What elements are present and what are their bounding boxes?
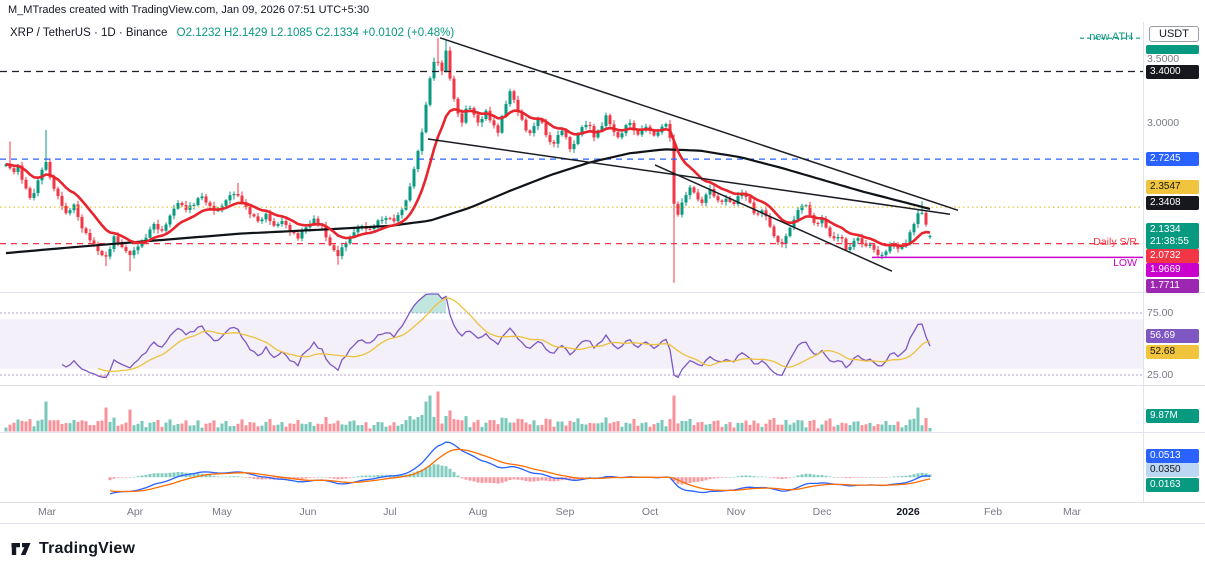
axis-month-label: Mar [37, 506, 57, 518]
symbol-legend[interactable]: XRP / TetherUS · 1D · Binance O2.1232 H2… [10, 27, 454, 39]
axis-month-label: Aug [468, 506, 488, 518]
brand-text: TradingView [39, 540, 136, 557]
chart-canvas[interactable] [0, 22, 1205, 504]
macd-badge-1: 0.0350 [1146, 463, 1199, 477]
footer-brand[interactable]: TradingView [10, 538, 135, 560]
rsi-badge-rsi-main: 56.69 [1146, 329, 1199, 343]
price-badge-blast: 2.1334 21:38:55 [1146, 223, 1199, 249]
axis-month-label: Dec [812, 506, 832, 518]
price-badge-b23408: 2.3408 [1146, 196, 1199, 210]
axis-month-label: Apr [126, 506, 144, 518]
axis-month-label: 2026 [896, 506, 920, 518]
price-badge-b17711: 1.7711 [1146, 279, 1199, 293]
axis-month-label: Mar [1062, 506, 1082, 518]
symbol-title[interactable]: XRP / TetherUS · 1D · Binance [10, 27, 168, 39]
price-axis-tick: 3.5000 [1147, 52, 1180, 65]
axis-month-label: Oct [641, 506, 659, 518]
macd-badge-0: 0.0513 [1146, 449, 1199, 463]
daily-sr-label: Daily S/R [1093, 236, 1137, 248]
price-badge-b27245: 2.7245 [1146, 152, 1199, 166]
ath-price-badge [1146, 45, 1199, 54]
ohlc-values: O2.1232 H2.1429 L2.1085 C2.1334 +0.0102 … [176, 27, 455, 39]
axis-month-label: Jun [299, 506, 317, 518]
rsi-axis-tick: 75.00 [1147, 307, 1174, 319]
price-badge-b34: 3.4000 [1146, 65, 1199, 79]
rsi-axis-tick: 25.00 [1147, 369, 1174, 381]
rsi-badge-rsi-signal: 52.68 [1146, 345, 1199, 359]
volume-badge: 9.87M [1146, 409, 1199, 423]
axis-month-label: Feb [983, 506, 1003, 518]
tradingview-logo-icon[interactable] [10, 538, 32, 560]
axis-month-label: May [212, 506, 232, 518]
price-badge-b19669: 1.9669 [1146, 263, 1199, 277]
price-badge-b20732: 2.0732 [1146, 249, 1199, 263]
axis-month-label: Nov [726, 506, 746, 518]
price-badge-b23547: 2.3547 [1146, 180, 1199, 194]
currency-toggle-button[interactable]: USDT [1149, 26, 1199, 42]
chart-area[interactable] [0, 22, 1205, 504]
axis-month-label: Sep [555, 506, 575, 518]
new-ath-label: new ATH [1089, 31, 1133, 43]
low-label: LOW [1113, 257, 1137, 269]
price-axis-tick: 3.0000 [1147, 117, 1180, 130]
macd-badge-2: 0.0163 [1146, 478, 1199, 492]
watermark-credit: M_MTrades created with TradingView.com, … [8, 4, 370, 16]
axis-month-label: Jul [383, 506, 397, 518]
time-axis[interactable]: Mar Apr May Jun Jul Aug Sep Oct Nov Dec 2026 Feb Mar [0, 503, 1205, 524]
